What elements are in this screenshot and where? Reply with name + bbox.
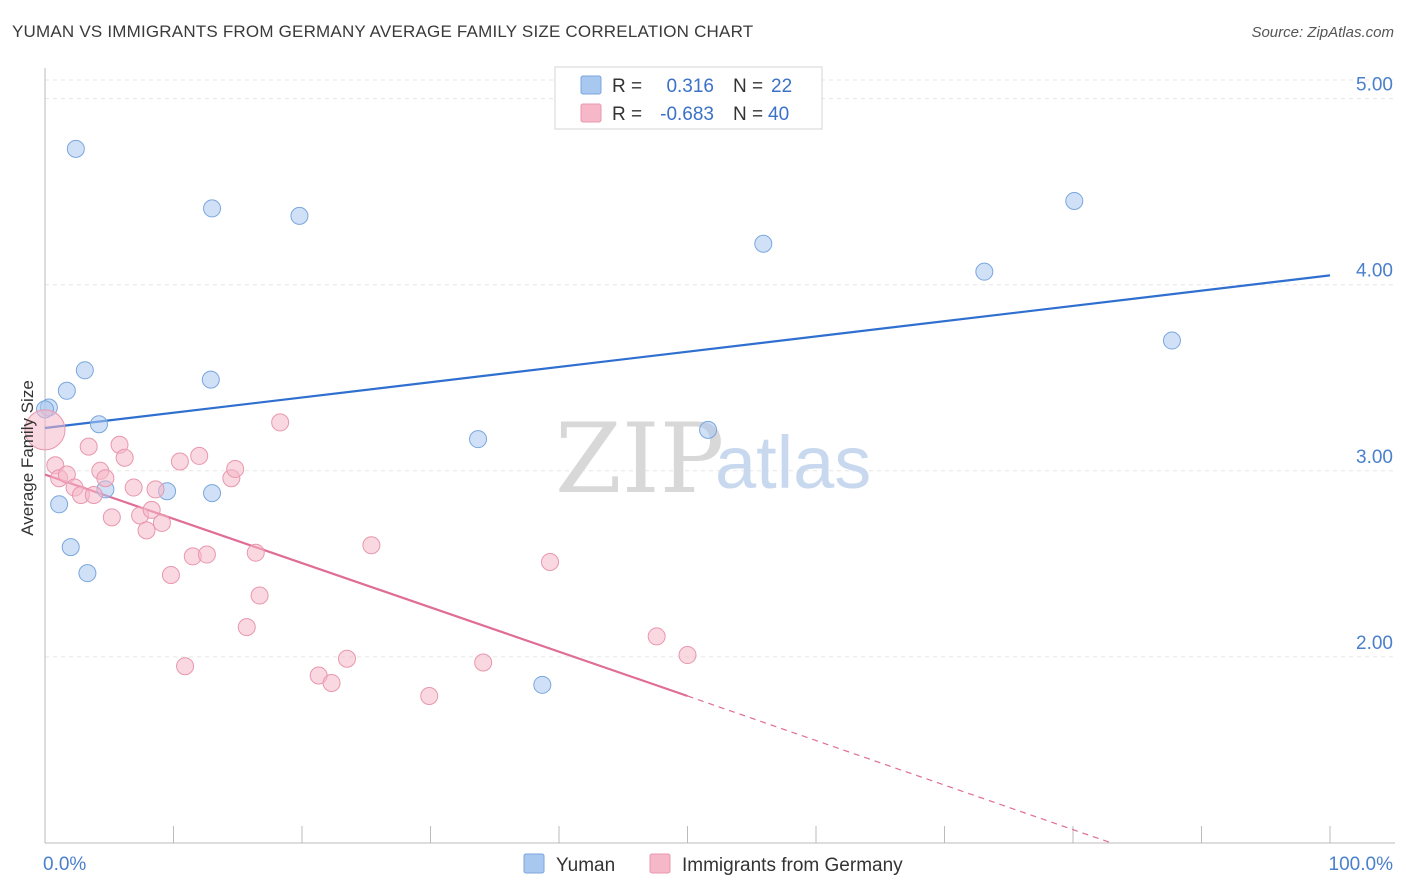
germany-point — [146, 480, 165, 499]
yuman-point — [89, 415, 108, 434]
germany-point — [161, 566, 180, 585]
x-tick-label-1: 100.0% — [1329, 854, 1394, 875]
stats-legend: R = 0.316 N = 22 R = -0.683 N = 40 — [554, 66, 823, 130]
germany-point — [678, 646, 697, 665]
grid-lines — [45, 79, 1395, 658]
series-legend: Yuman Immigrants from Germany — [523, 853, 903, 876]
germany-point — [474, 653, 493, 672]
germany-r-value: -0.683 — [660, 104, 714, 125]
germany-point — [647, 627, 666, 646]
trend-lines — [44, 274, 1331, 844]
chart-title: YUMAN VS IMMIGRANTS FROM GERMANY AVERAGE… — [12, 22, 754, 41]
data-points — [24, 139, 1181, 705]
yuman-point — [1065, 191, 1084, 210]
germany-point — [322, 673, 341, 692]
x-tick-label-0: 0.0% — [43, 854, 86, 875]
yuman-point — [203, 484, 222, 503]
watermark-atlas: atlas — [715, 421, 871, 504]
y-tick-label-1: 3.00 — [1356, 447, 1393, 468]
y-tick-label-2: 4.00 — [1356, 261, 1393, 282]
watermark: ZIP atlas — [555, 403, 871, 515]
germany-n-label: N = — [733, 104, 763, 125]
y-tick-label-0: 2.00 — [1356, 633, 1393, 654]
yuman-point — [975, 262, 994, 281]
germany-point — [362, 536, 381, 555]
yuman-point — [61, 538, 80, 557]
germany-point — [226, 459, 245, 478]
legend-swatch-yuman — [523, 853, 545, 874]
germany-point — [137, 521, 156, 540]
yuman-point — [201, 370, 220, 389]
yuman-point — [754, 234, 773, 253]
yuman-r-value: 0.316 — [666, 76, 714, 97]
yuman-legend-swatch — [580, 75, 602, 95]
germany-point — [246, 543, 265, 562]
germany-point — [24, 409, 66, 451]
germany-point — [337, 649, 356, 668]
germany-point — [197, 545, 216, 564]
y-tick-labels: 2.00 3.00 4.00 5.00 — [1356, 75, 1393, 654]
y-axis-label: Average Family Size — [18, 380, 37, 536]
germany-point — [176, 657, 195, 676]
germany-point — [84, 485, 103, 504]
germany-point — [102, 508, 121, 527]
yuman-point — [203, 199, 222, 218]
germany-r-label: R = — [612, 104, 642, 125]
legend-label-germany: Immigrants from Germany — [682, 855, 903, 876]
yuman-point — [66, 139, 85, 158]
legend-swatch-germany — [649, 853, 671, 874]
germany-point — [271, 413, 290, 432]
yuman-r-label: R = — [612, 76, 642, 97]
germany-legend-swatch — [580, 103, 602, 123]
yuman-point — [699, 420, 718, 439]
yuman-point — [469, 430, 488, 449]
germany-trend-extension — [687, 695, 1112, 844]
germany-n-value: 40 — [768, 104, 789, 125]
germany-point — [142, 500, 161, 519]
germany-point — [190, 446, 209, 465]
germany-point — [79, 437, 98, 456]
watermark-zip: ZIP — [555, 403, 724, 515]
yuman-point — [75, 361, 94, 380]
yuman-trend-line — [44, 274, 1331, 430]
germany-point — [170, 452, 189, 471]
germany-point — [250, 586, 269, 605]
germany-point — [96, 469, 115, 488]
germany-point — [541, 552, 560, 571]
legend-label-yuman: Yuman — [556, 855, 615, 876]
yuman-n-label: N = — [733, 76, 763, 97]
germany-point — [124, 478, 143, 497]
yuman-point — [290, 206, 309, 225]
x-tick-labels: 0.0% 100.0% — [43, 854, 1393, 875]
yuman-point — [50, 495, 69, 514]
axes — [44, 68, 1395, 844]
yuman-point — [57, 381, 76, 400]
germany-point — [152, 513, 171, 532]
yuman-point — [1162, 331, 1181, 350]
yuman-n-value: 22 — [771, 76, 792, 97]
germany-point — [115, 448, 134, 467]
source-label: Source: ZipAtlas.com — [1251, 24, 1394, 41]
germany-point — [420, 686, 439, 705]
y-tick-label-3: 5.00 — [1356, 75, 1393, 96]
yuman-point — [533, 675, 552, 694]
yuman-point — [78, 564, 97, 583]
germany-point — [237, 618, 256, 637]
